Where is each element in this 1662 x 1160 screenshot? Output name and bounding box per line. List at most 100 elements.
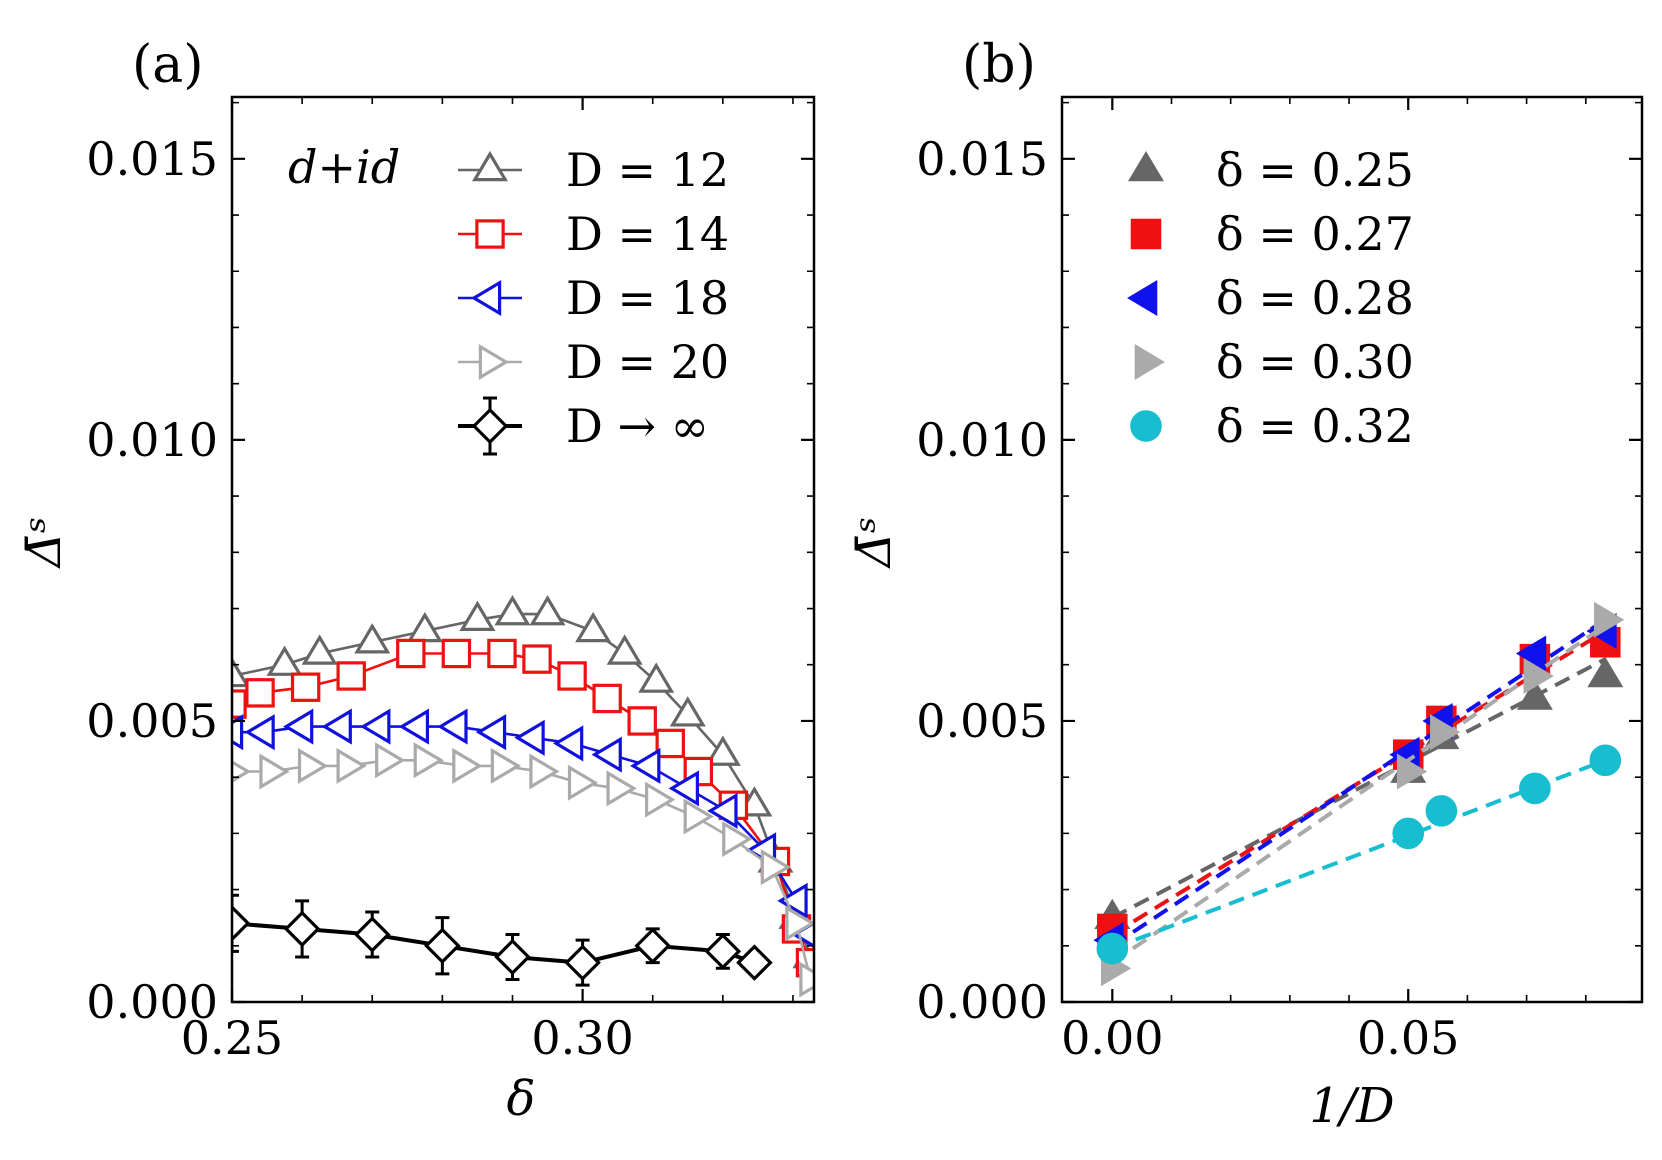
panel-a-point [452,747,483,784]
panel-a-point [668,770,699,807]
panel-a-point [669,696,706,727]
panel-a-legend-marker [471,150,509,182]
panel-a-point [396,638,426,669]
panel-a-point [353,916,391,953]
panel-b-xlabel: 1/D [1309,1078,1394,1134]
panel-a-point [244,714,275,751]
panel-a-ytick-label: 0.010 [86,413,218,467]
panel-a-point [634,927,671,965]
panel-a-xtick-label: 0.25 [181,1011,283,1065]
panel-a-point [552,725,584,762]
panel-a-annotation: d+id [288,140,400,194]
panel-b-ytick-label: 0.010 [916,413,1048,467]
panel-a-point [494,595,531,626]
panel-a-point [683,798,714,835]
panel-a-xlabel: δ [507,1071,536,1127]
panel-a-plot-area [232,595,814,998]
panel-a-legend: D = 12 D = 14 D = 18 D = 20 D → ∞ [458,143,729,456]
panel-a-xtick-label: 0.30 [531,1011,633,1065]
panel-label-a: (a) [132,35,204,95]
panel-a-point [567,764,599,801]
panel-b-xtick-label: 0.05 [1357,1011,1459,1065]
panel-a-point [736,944,773,981]
panel-a-ylabel: Δ̄ˢ [16,517,72,570]
panel-a-point [785,905,814,942]
panel-a-point [645,781,676,818]
panel-b-plot-area [1093,601,1625,987]
panel-a-point [301,634,338,665]
panel-a-point [413,742,444,779]
panel-a-point [490,747,522,784]
panel-a-series-4 [232,893,773,987]
panel-a-chart: δ Δ̄ˢ d+id 0.000 0.005 0.010 0.015 0.25 0.30 D… [16,95,816,1127]
panel-a-point [707,792,738,829]
panel-b-legend-label: δ = 0.27 [1216,207,1414,261]
panel-a-ytick-label: 0.015 [86,132,218,186]
panel-a-series-0-line [232,612,812,958]
panel-a-legend-label: D = 18 [566,271,729,325]
panel-b-legend-marker [1130,410,1162,442]
panel-b-legend-label: δ = 0.30 [1216,335,1414,389]
panel-a-point [336,661,366,691]
panel-a-point [424,927,461,965]
panel-a-point [232,714,244,751]
panel-b-legend-marker [1127,280,1158,316]
panel-a-point [475,714,507,751]
panel-a-point [760,849,792,886]
panel-a-point [606,634,643,665]
panel-a-point [638,662,675,693]
panel-b-point [1392,817,1425,850]
panel-a-series-0 [232,595,814,969]
panel-a-point [232,905,251,942]
panel-b-xtick-label: 0.00 [1061,1011,1163,1065]
panel-a-point [336,747,367,784]
panel-a-legend-marker [475,219,505,249]
panel-a-point [354,623,391,654]
panel-a-point [704,933,742,970]
panel-a-legend-label: D → ∞ [566,399,709,453]
panel-b-point [1096,932,1129,965]
panel-a-point [606,770,637,807]
panel-a-point [514,719,545,756]
panel-b-ytick-label: 0.015 [916,132,1048,186]
panel-a-legend-marker [470,279,502,317]
panel-b-ytick-label: 0.000 [916,975,1048,1029]
panel-a-frame [230,95,816,1004]
panel-a-point [398,708,430,745]
panel-a-errorbar [232,893,239,953]
panel-a-point [487,638,517,669]
panel-a-point [522,644,552,674]
panel-a-point [283,910,321,948]
panel-b-legend: δ = 0.25 δ = 0.27 δ = 0.28 δ = 0.30 δ = 0.32 [1127,143,1414,453]
panel-b-point [1516,679,1553,710]
panel-b-point [1589,744,1622,777]
panel-b-series-1-fit [1111,629,1607,937]
panel-b-point [1425,795,1458,827]
panel-a-ytick-label: 0.005 [86,694,218,748]
panel-a-point [529,753,560,790]
panel-a-legend-label: D = 12 [566,143,729,197]
panel-a-point [232,760,252,783]
panel-a-point [777,882,808,919]
panel-a-point [627,706,657,736]
panel-a-point [360,708,391,745]
panel-a-point [297,747,329,784]
panel-a-point [321,708,352,745]
panel-b-ylabel: Δ̄ˢ [846,517,902,570]
panel-b-frame [1060,95,1644,1004]
panel-a-point [266,645,303,676]
panel-a-point [282,708,314,745]
panel-b-chart: 1/D Δ̄ˢ 0.000 0.005 0.010 0.015 0.00 0.05 δ = … [846,95,1644,1134]
panel-b-ytick-label: 0.005 [916,694,1048,748]
panel-b-point [1396,753,1428,790]
panel-b-point [1430,714,1461,751]
panel-b-legend-marker [1128,151,1164,182]
panel-a-point [630,747,661,784]
panel-a-point [722,820,753,857]
panel-a-series-3 [232,742,814,998]
panel-b-point [1523,657,1554,694]
panel-b-legend-marker [1130,218,1162,250]
panel-b-point [1519,772,1551,805]
panel-b-legend-label: δ = 0.32 [1216,399,1414,453]
